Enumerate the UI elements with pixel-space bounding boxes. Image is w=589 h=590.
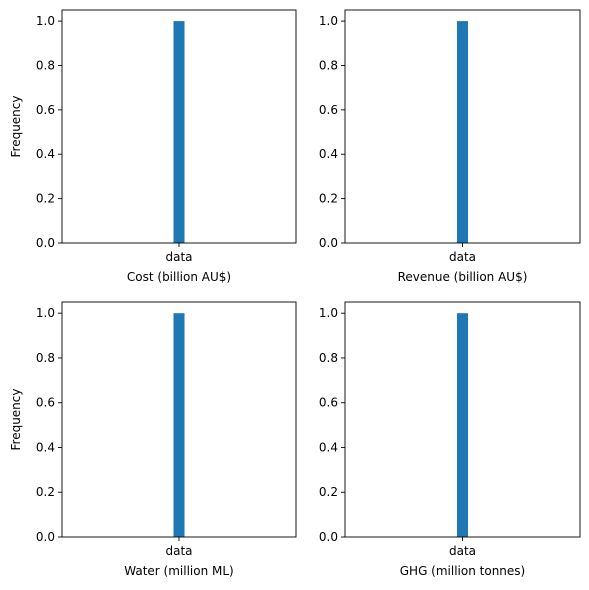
histogram-panel: 0.0 0.2 0.4 0.6 0.8 1.0 data Revenue (billion A… xyxy=(319,9,581,284)
y-tick-label: 0.4 xyxy=(36,147,55,161)
y-tick-label: 0.6 xyxy=(36,396,55,410)
y-tick-label: 0.8 xyxy=(36,351,55,365)
histogram-bar xyxy=(173,21,185,243)
histogram-bar xyxy=(457,313,468,537)
y-tick-label: 0.4 xyxy=(36,440,55,454)
x-axis-label: Revenue (billion AU$) xyxy=(398,270,528,284)
y-tick-label: 1.0 xyxy=(319,14,338,28)
y-tick-label: 0.6 xyxy=(319,103,338,117)
y-tick-label: 1.0 xyxy=(36,14,55,28)
y-axis-label: Frequency xyxy=(9,96,23,158)
histogram-bar xyxy=(457,21,468,243)
y-tick-label: 1.0 xyxy=(319,306,338,320)
histogram-bar xyxy=(173,313,185,537)
y-tick-label: 0.8 xyxy=(319,58,338,72)
y-tick-label: 0.4 xyxy=(319,147,338,161)
y-tick-label: 1.0 xyxy=(36,306,55,320)
y-tick-label: 0.2 xyxy=(319,192,338,206)
x-axis-label: Cost (billion AU$) xyxy=(127,270,231,284)
x-axis-label: Water (million ML) xyxy=(124,564,233,578)
y-tick-label: 0.0 xyxy=(36,530,55,544)
x-tick-label: data xyxy=(165,544,192,558)
histogram-panel: 0.0 0.2 0.4 0.6 0.8 1.0 data Cost (billion AU$)… xyxy=(9,9,297,284)
histogram-panel: 0.0 0.2 0.4 0.6 0.8 1.0 data GHG (million tonne… xyxy=(319,301,581,578)
x-tick-label: data xyxy=(449,250,476,264)
histogram-panel: 0.0 0.2 0.4 0.6 0.8 1.0 data Water (million ML)… xyxy=(9,301,297,578)
y-tick-label: 0.6 xyxy=(36,103,55,117)
y-tick-label: 0.2 xyxy=(319,485,338,499)
x-tick-label: data xyxy=(449,544,476,558)
x-tick-label: data xyxy=(165,250,192,264)
y-tick-label: 0.8 xyxy=(36,58,55,72)
y-tick-label: 0.8 xyxy=(319,351,338,365)
y-tick-label: 0.0 xyxy=(319,530,338,544)
y-tick-label: 0.0 xyxy=(319,236,338,250)
y-axis-label: Frequency xyxy=(9,389,23,451)
y-tick-label: 0.0 xyxy=(36,236,55,250)
y-tick-label: 0.4 xyxy=(319,440,338,454)
y-tick-label: 0.2 xyxy=(36,485,55,499)
y-tick-label: 0.6 xyxy=(319,396,338,410)
x-axis-label: GHG (million tonnes) xyxy=(400,564,525,578)
y-tick-label: 0.2 xyxy=(36,192,55,206)
